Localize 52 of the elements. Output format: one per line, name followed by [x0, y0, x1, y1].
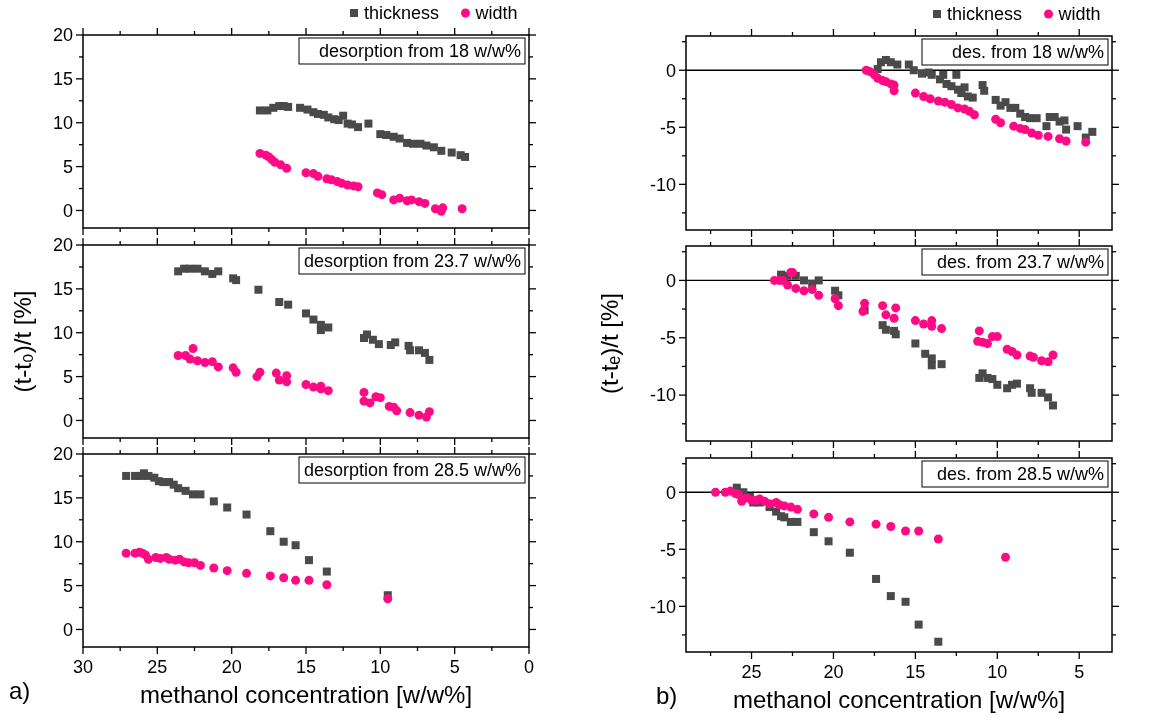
y-tick-label: 10 — [52, 532, 73, 553]
x-tick-label: 5 — [1074, 662, 1085, 682]
legend-label: width — [1057, 4, 1101, 24]
y-tick-label: 0 — [62, 619, 73, 640]
y-tick-label: 5 — [62, 575, 73, 596]
legend-label: width — [474, 3, 518, 23]
x-tick-label: 25 — [741, 662, 762, 682]
x-tick-label: 25 — [147, 657, 168, 677]
annotation: des. from 23.7 w/w% — [936, 252, 1104, 272]
y-tick-label: 0 — [665, 60, 676, 81]
y-tick-label: 5 — [62, 156, 73, 177]
y-tick-label: -10 — [649, 385, 676, 406]
y-tick-label: 10 — [52, 113, 73, 134]
y-tick-label: -5 — [659, 539, 676, 560]
y-tick-label: 20 — [52, 235, 73, 256]
x-tick-label: 15 — [295, 657, 317, 677]
y-axis-title: (t-tₑ)/t [%] — [596, 293, 623, 394]
y-tick-label: 15 — [52, 279, 73, 300]
y-tick-label: 20 — [52, 444, 73, 465]
annotation: desorption from 18 w/w% — [318, 41, 521, 61]
y-tick-label: 15 — [52, 69, 73, 90]
x-tick-label: 10 — [987, 662, 1008, 682]
y-tick-label: -5 — [659, 328, 676, 349]
x-tick-label: 20 — [823, 662, 844, 682]
y-axis-title: (t-t₀)/t [%] — [9, 290, 36, 393]
x-tick-label: 15 — [905, 662, 926, 682]
y-tick-label: 0 — [665, 270, 676, 291]
y-tick-label: 0 — [62, 200, 73, 221]
annotation: des. from 28.5 w/w% — [936, 464, 1104, 484]
x-tick-label: 20 — [221, 657, 242, 677]
annotation: des. from 18 w/w% — [951, 42, 1104, 62]
y-tick-label: 10 — [52, 323, 73, 344]
y-tick-label: -5 — [659, 117, 676, 138]
y-tick-label: 15 — [52, 488, 73, 509]
y-tick-label: 5 — [62, 366, 73, 387]
x-tick-label: 0 — [523, 657, 535, 677]
x-axis-title: methanol concentration [w/w%] — [139, 681, 473, 708]
text: a) — [9, 677, 31, 704]
y-tick-label: -10 — [649, 174, 676, 195]
x-tick-label: 5 — [449, 657, 460, 677]
text: b) — [656, 682, 678, 709]
y-tick-label: 0 — [62, 410, 73, 431]
x-tick-label: 30 — [72, 657, 94, 677]
y-tick-label: -10 — [649, 596, 676, 617]
y-tick-label: 0 — [665, 482, 676, 503]
annotation: desorption from 23.7 w/w% — [303, 251, 521, 271]
y-tick-label: 20 — [52, 25, 73, 46]
x-axis-title: methanol concentration [w/w%] — [732, 686, 1066, 713]
legend-label: thickness — [947, 4, 1023, 24]
annotation: desorption from 28.5 w/w% — [303, 460, 521, 480]
legend-label: thickness — [364, 3, 440, 23]
x-tick-label: 10 — [370, 657, 391, 677]
